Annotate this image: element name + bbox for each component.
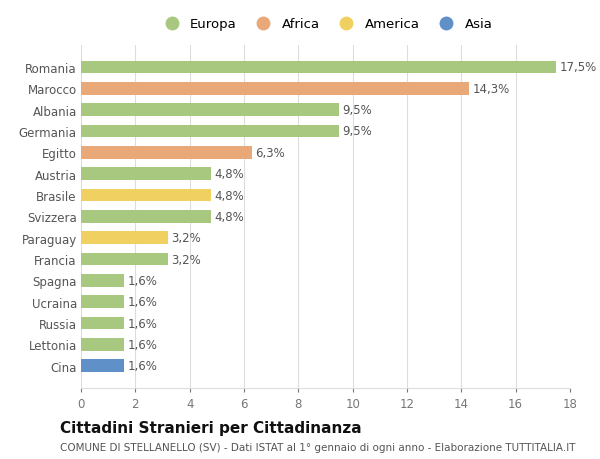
Bar [81,189,211,202]
Text: 14,3%: 14,3% [473,83,510,95]
Text: 1,6%: 1,6% [128,274,158,287]
Bar [81,146,252,159]
Text: 1,6%: 1,6% [128,338,158,351]
Bar [81,62,556,74]
Text: 6,3%: 6,3% [256,146,285,159]
Text: 9,5%: 9,5% [343,104,372,117]
Bar [81,253,168,266]
Bar [81,359,124,372]
Bar [81,274,124,287]
Bar [81,338,124,351]
Text: 9,5%: 9,5% [343,125,372,138]
Bar [81,125,339,138]
Text: 1,6%: 1,6% [128,296,158,308]
Text: 3,2%: 3,2% [171,232,201,245]
Bar [81,83,469,95]
Text: 3,2%: 3,2% [171,253,201,266]
Bar [81,317,124,330]
Text: 4,8%: 4,8% [215,168,244,181]
Text: COMUNE DI STELLANELLO (SV) - Dati ISTAT al 1° gennaio di ogni anno - Elaborazion: COMUNE DI STELLANELLO (SV) - Dati ISTAT … [60,442,575,452]
Bar [81,296,124,308]
Text: 1,6%: 1,6% [128,317,158,330]
Bar [81,232,168,245]
Bar [81,211,211,223]
Text: 17,5%: 17,5% [560,62,597,74]
Text: 4,8%: 4,8% [215,210,244,224]
Bar [81,104,339,117]
Legend: Europa, Africa, America, Asia: Europa, Africa, America, Asia [158,18,493,31]
Text: 4,8%: 4,8% [215,189,244,202]
Text: Cittadini Stranieri per Cittadinanza: Cittadini Stranieri per Cittadinanza [60,420,362,435]
Text: 1,6%: 1,6% [128,359,158,372]
Bar [81,168,211,181]
